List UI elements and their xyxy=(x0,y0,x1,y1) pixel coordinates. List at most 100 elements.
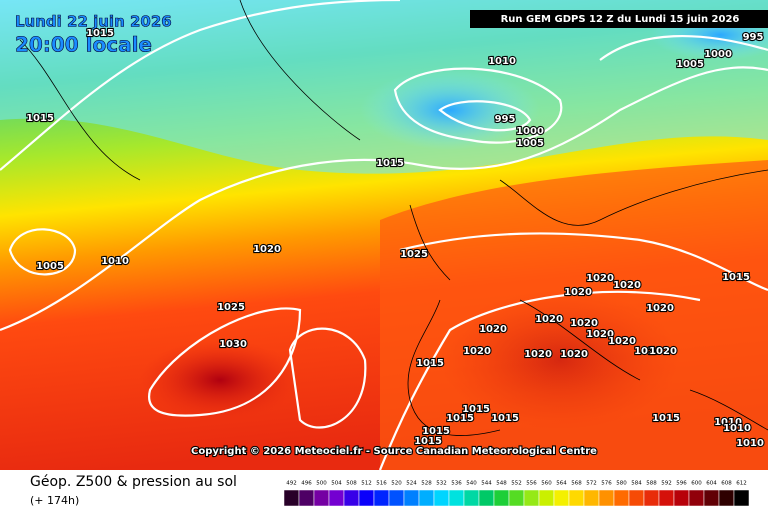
scale-label: 608 xyxy=(721,481,732,487)
isobar-label: 1020 xyxy=(463,346,491,357)
isobar-label: 1000 xyxy=(516,126,544,137)
low-area xyxy=(360,70,540,150)
isobar-label: 1010 xyxy=(488,56,516,67)
isobar-label: 1015 xyxy=(26,113,54,124)
scale-swatch xyxy=(658,489,675,507)
scale-swatch xyxy=(343,489,360,507)
scale-swatch xyxy=(508,489,525,507)
scale-label: 568 xyxy=(571,481,582,487)
date: Lundi 22 juin 2026 xyxy=(15,13,172,31)
scale-swatch xyxy=(373,489,390,507)
scale-swatch xyxy=(628,489,645,507)
scale-label: 500 xyxy=(316,481,327,487)
scale-label: 516 xyxy=(376,481,387,487)
isobar-label: 1020 xyxy=(524,349,552,360)
scale-label: 564 xyxy=(556,481,567,487)
scale-swatch xyxy=(478,489,495,507)
scale-label: 540 xyxy=(466,481,477,487)
scale-swatch xyxy=(703,489,720,507)
isobar-label: 1030 xyxy=(219,339,247,350)
scale-swatch xyxy=(433,489,450,507)
scale-label: 600 xyxy=(691,481,702,487)
isobar-label: 1000 xyxy=(704,49,732,60)
isobar-label: 1015 xyxy=(414,436,442,447)
isobar-label: 995 xyxy=(743,32,764,43)
isobar-label: 1020 xyxy=(560,349,588,360)
scale-label: 584 xyxy=(631,481,642,487)
scale-label: 556 xyxy=(526,481,537,487)
isobar-label: 1010 xyxy=(714,417,742,428)
scale-label: 580 xyxy=(616,481,627,487)
isobar-label: 1015 xyxy=(86,28,114,39)
scale-label: 552 xyxy=(511,481,522,487)
scale-label: 576 xyxy=(601,481,612,487)
scale-swatch xyxy=(403,489,420,507)
isobar-label: 995 xyxy=(495,114,516,125)
scale-swatch xyxy=(568,489,585,507)
scale-label: 508 xyxy=(346,481,357,487)
scale-label: 520 xyxy=(391,481,402,487)
scale-label: 532 xyxy=(436,481,447,487)
isobar-label: 1020 xyxy=(253,244,281,255)
scale-label: 492 xyxy=(286,481,297,487)
isobar-label: 1020 xyxy=(586,273,614,284)
scale-swatch xyxy=(388,489,405,507)
scale-swatch xyxy=(643,489,660,507)
scale-swatch xyxy=(718,489,735,507)
isobar-label: 1015 xyxy=(652,413,680,424)
scale-swatch xyxy=(733,489,750,507)
isobar-label: 1020 xyxy=(586,329,614,340)
coastlines xyxy=(19,0,768,436)
scale-label: 592 xyxy=(661,481,672,487)
scale-swatch xyxy=(448,489,465,507)
isobar-label: 1015 xyxy=(376,158,404,169)
isobar-label: 1020 xyxy=(649,346,677,357)
scale-label: 572 xyxy=(586,481,597,487)
isobar-label: 1020 xyxy=(646,303,674,314)
scale-swatch xyxy=(523,489,540,507)
scale-label: 504 xyxy=(331,481,342,487)
scale-swatch xyxy=(463,489,480,507)
scale-swatch xyxy=(328,489,345,507)
scale-label: 512 xyxy=(361,481,372,487)
isobar-label: 1025 xyxy=(217,302,245,313)
scale-swatch xyxy=(688,489,705,507)
isobar-label: 1015 xyxy=(462,404,490,415)
isobar-label: 1015 xyxy=(416,358,444,369)
scale-label: 524 xyxy=(406,481,417,487)
isobar-label: 1015 xyxy=(446,413,474,424)
scale-swatch xyxy=(583,489,600,507)
isobar-label: 1020 xyxy=(608,336,636,347)
scale-swatch xyxy=(493,489,510,507)
isobar-label: 1020 xyxy=(613,280,641,291)
scale-label: 560 xyxy=(541,481,552,487)
scale-swatch xyxy=(298,489,315,507)
isobar-label: 1010 xyxy=(736,438,764,449)
scale-label: 612 xyxy=(736,481,747,487)
run-banner xyxy=(470,10,768,28)
isobars xyxy=(0,0,768,470)
scale-label: 536 xyxy=(451,481,462,487)
scale-label: 544 xyxy=(481,481,492,487)
lead-time: (+ 174h) xyxy=(30,494,79,507)
isobar-label: 1005 xyxy=(516,138,544,149)
isobar-label: 1005 xyxy=(676,59,704,70)
isobar-label: 1020 xyxy=(564,287,592,298)
isobar-label: 1005 xyxy=(36,261,64,272)
scale-swatch xyxy=(673,489,690,507)
scale-swatch xyxy=(538,489,555,507)
hot-area xyxy=(140,340,300,420)
isobar-label: 1025 xyxy=(400,249,428,260)
copyright: Copyright © 2026 Meteociel.fr - Source C… xyxy=(191,446,597,457)
run-info: Run GEM GDPS 12 Z du Lundi 15 juin 2026 xyxy=(501,14,740,25)
scale-label: 588 xyxy=(646,481,657,487)
isobar-label: 1020 xyxy=(570,318,598,329)
scale-swatch xyxy=(283,489,300,507)
scale-swatch xyxy=(553,489,570,507)
scale-label: 528 xyxy=(421,481,432,487)
scale-label: 604 xyxy=(706,481,717,487)
footer-title: Géop. Z500 & pression au sol xyxy=(30,474,237,490)
isobar-label: 1020 xyxy=(479,324,507,335)
